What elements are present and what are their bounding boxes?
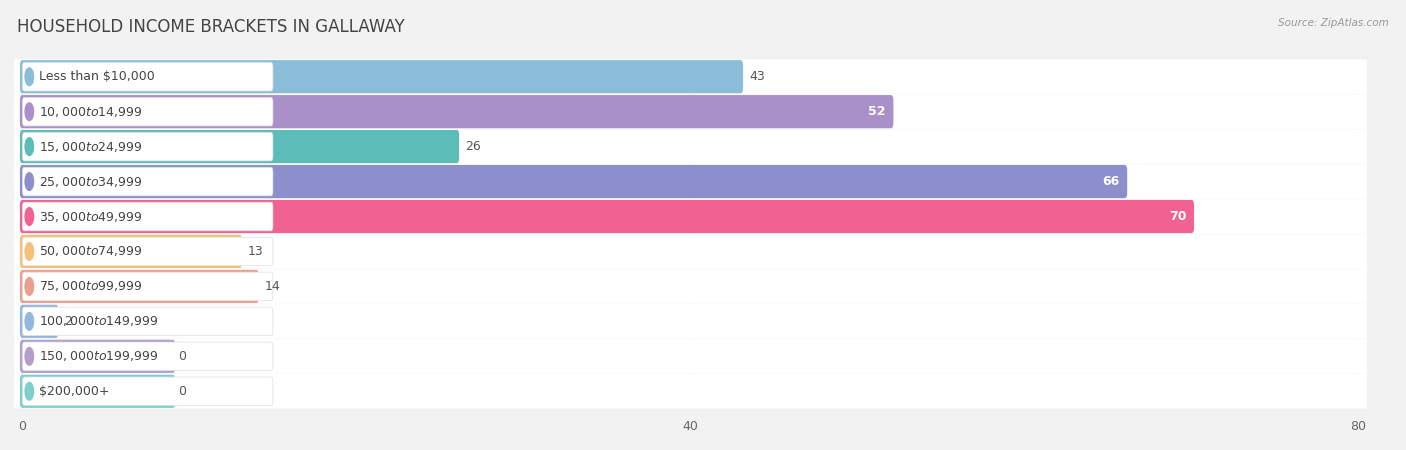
Text: Source: ZipAtlas.com: Source: ZipAtlas.com (1278, 18, 1389, 28)
Text: 0: 0 (177, 385, 186, 398)
Text: $200,000+: $200,000+ (39, 385, 110, 398)
FancyBboxPatch shape (22, 237, 273, 266)
Circle shape (25, 68, 34, 86)
Text: 13: 13 (247, 245, 264, 258)
Text: $50,000 to $74,999: $50,000 to $74,999 (39, 244, 142, 258)
Text: 66: 66 (1102, 175, 1119, 188)
FancyBboxPatch shape (20, 375, 176, 408)
Text: 0: 0 (177, 350, 186, 363)
FancyBboxPatch shape (14, 94, 1367, 129)
Circle shape (25, 243, 34, 261)
Circle shape (25, 103, 34, 121)
Text: 43: 43 (749, 70, 765, 83)
Text: $15,000 to $24,999: $15,000 to $24,999 (39, 140, 142, 153)
FancyBboxPatch shape (14, 199, 1367, 234)
FancyBboxPatch shape (20, 235, 242, 268)
Circle shape (25, 138, 34, 156)
Text: $75,000 to $99,999: $75,000 to $99,999 (39, 279, 142, 293)
Circle shape (25, 207, 34, 225)
FancyBboxPatch shape (14, 339, 1367, 374)
FancyBboxPatch shape (20, 305, 58, 338)
FancyBboxPatch shape (22, 63, 273, 91)
Circle shape (25, 312, 34, 330)
FancyBboxPatch shape (14, 129, 1367, 164)
FancyBboxPatch shape (14, 164, 1367, 199)
Text: 52: 52 (869, 105, 886, 118)
FancyBboxPatch shape (22, 377, 273, 405)
FancyBboxPatch shape (20, 60, 744, 93)
FancyBboxPatch shape (14, 234, 1367, 269)
FancyBboxPatch shape (22, 132, 273, 161)
Circle shape (25, 278, 34, 295)
FancyBboxPatch shape (20, 200, 1194, 233)
Text: $35,000 to $49,999: $35,000 to $49,999 (39, 210, 142, 224)
FancyBboxPatch shape (22, 342, 273, 371)
Text: $25,000 to $34,999: $25,000 to $34,999 (39, 175, 142, 189)
FancyBboxPatch shape (22, 202, 273, 231)
Circle shape (25, 382, 34, 400)
Text: $100,000 to $149,999: $100,000 to $149,999 (39, 315, 159, 328)
FancyBboxPatch shape (22, 307, 273, 336)
Text: HOUSEHOLD INCOME BRACKETS IN GALLAWAY: HOUSEHOLD INCOME BRACKETS IN GALLAWAY (17, 18, 405, 36)
FancyBboxPatch shape (14, 269, 1367, 304)
Circle shape (25, 347, 34, 365)
FancyBboxPatch shape (14, 59, 1367, 94)
Text: 70: 70 (1168, 210, 1187, 223)
Text: 26: 26 (465, 140, 481, 153)
Text: 14: 14 (264, 280, 280, 293)
Text: $150,000 to $199,999: $150,000 to $199,999 (39, 349, 159, 363)
FancyBboxPatch shape (22, 272, 273, 301)
Text: $10,000 to $14,999: $10,000 to $14,999 (39, 105, 142, 119)
FancyBboxPatch shape (14, 374, 1367, 409)
Text: Less than $10,000: Less than $10,000 (39, 70, 155, 83)
Text: 2: 2 (65, 315, 72, 328)
FancyBboxPatch shape (20, 95, 893, 128)
FancyBboxPatch shape (20, 270, 259, 303)
FancyBboxPatch shape (22, 167, 273, 196)
Circle shape (25, 173, 34, 190)
FancyBboxPatch shape (20, 340, 176, 373)
FancyBboxPatch shape (14, 304, 1367, 339)
FancyBboxPatch shape (22, 97, 273, 126)
FancyBboxPatch shape (20, 165, 1128, 198)
FancyBboxPatch shape (20, 130, 460, 163)
